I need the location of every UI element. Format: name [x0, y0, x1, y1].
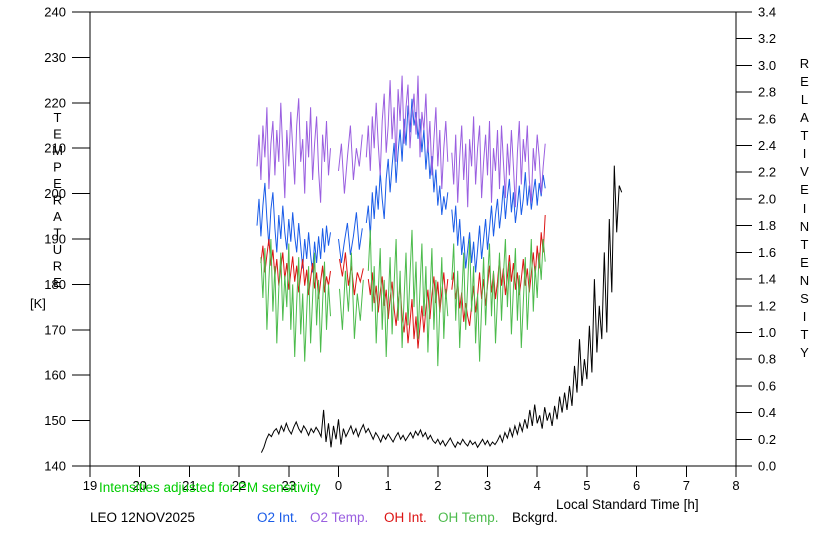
right-axis-tick-label: 2.8	[758, 85, 776, 100]
series-line-oh-temp	[260, 238, 331, 362]
right-axis-tick-label: 3.4	[758, 5, 776, 20]
right-axis-tick-label: 1.6	[758, 245, 776, 260]
series-line-oh-temp	[451, 238, 546, 362]
legend-item-o2-int: O2 Int.	[257, 510, 298, 525]
right-axis-tick-label: 0.2	[758, 432, 776, 447]
legend-item-bckgrd: Bckgrd.	[512, 510, 558, 525]
x-axis-label: Local Standard Time [h]	[556, 497, 699, 512]
left-axis-title: TEMPERATURE	[50, 110, 65, 292]
series-line-o2-temp	[365, 75, 449, 190]
x-axis-tick-label: 20	[132, 478, 146, 493]
right-axis-tick-label: 0.4	[758, 405, 776, 420]
series-line-o2-int	[365, 98, 449, 237]
x-axis-tick-label: 21	[182, 478, 196, 493]
right-axis-tick-label: 2.4	[758, 138, 776, 153]
right-axis-title-word-2: INTENSITY	[797, 201, 812, 363]
left-axis-tick-label: 180	[44, 277, 66, 292]
x-axis-tick-label: 6	[633, 478, 640, 493]
series-line-oh-temp	[367, 229, 449, 367]
series-line-oh-int	[367, 272, 449, 349]
x-axis-tick-label: 8	[732, 478, 739, 493]
right-axis-tick-label: 2.0	[758, 191, 776, 206]
right-axis-tick-label: 1.4	[758, 272, 776, 287]
legend-item-oh-int: OH Int.	[384, 510, 427, 525]
left-axis-tick-label: 170	[44, 322, 66, 337]
left-axis-tick-label: 220	[44, 95, 66, 110]
left-axis-tick-label: 200	[44, 186, 66, 201]
x-axis-tick-label: 19	[83, 478, 97, 493]
x-axis-tick-label: 2	[434, 478, 441, 493]
x-axis-tick-label: 1	[385, 478, 392, 493]
right-axis-tick-label: 3.2	[758, 31, 776, 46]
right-axis-tick-label: 3.0	[758, 58, 776, 73]
series-line-o2-int	[256, 182, 331, 273]
right-axis-tick-label: 1.0	[758, 325, 776, 340]
x-axis-tick-label: 22	[232, 478, 246, 493]
right-axis-tick-label: 0.0	[758, 459, 776, 474]
right-axis-tick-label: 2.2	[758, 165, 776, 180]
x-axis-tick-label: 4	[534, 478, 541, 493]
right-axis-tick-label: 1.8	[758, 218, 776, 233]
right-axis-tick-label: 0.8	[758, 352, 776, 367]
x-axis-tick-label: 5	[583, 478, 590, 493]
left-axis-tick-label: 230	[44, 50, 66, 65]
x-axis-tick-label: 7	[683, 478, 690, 493]
left-axis-unit: [K]	[30, 296, 46, 311]
series-line-o2-temp	[451, 116, 546, 208]
right-axis-tick-label: 0.6	[758, 378, 776, 393]
left-axis-tick-label: 160	[44, 368, 66, 383]
right-axis-tick-label: 1.2	[758, 298, 776, 313]
legend: LEO 12NOV2025 O2 Int. O2 Temp. OH Int. O…	[0, 510, 828, 528]
legend-item-o2-temp: O2 Temp.	[310, 510, 369, 525]
right-axis-title-word-1: RELATIVE	[797, 56, 812, 200]
series-line-o2-temp	[338, 125, 363, 194]
left-axis-tick-label: 140	[44, 459, 66, 474]
x-axis-tick-label: 0	[335, 478, 342, 493]
plot-frame	[89, 11, 737, 467]
right-axis-tick-label: 2.6	[758, 111, 776, 126]
left-axis-tick-label: 210	[44, 141, 66, 156]
x-axis-tick-label: 3	[484, 478, 491, 493]
series-line-oh-temp	[339, 252, 364, 339]
series-line-o2-temp	[256, 98, 331, 203]
station-date-label: LEO 12NOV2025	[90, 510, 196, 525]
x-axis-tick-label: 23	[282, 478, 296, 493]
legend-item-oh-temp: OH Temp.	[438, 510, 499, 525]
series-line-bckgrd	[260, 165, 623, 453]
left-axis-tick-label: 150	[44, 413, 66, 428]
series-line-o2-int	[338, 212, 363, 264]
left-axis-tick-label: 190	[44, 232, 66, 247]
series-line-o2-int	[451, 172, 546, 273]
left-axis-tick-label: 240	[44, 5, 66, 20]
pm-sensitivity-note: Intensities adjusted for PM sensitivity	[99, 480, 321, 495]
